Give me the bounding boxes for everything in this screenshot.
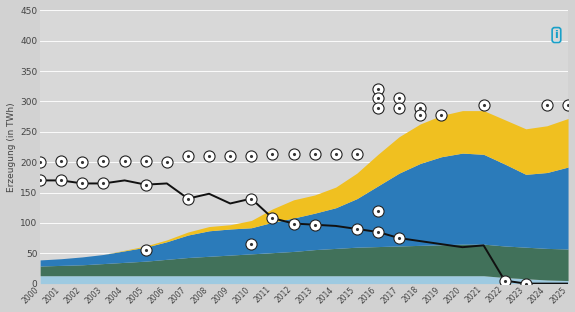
Y-axis label: Erzeugung (in TWh): Erzeugung (in TWh): [7, 102, 16, 192]
Text: i: i: [554, 30, 558, 40]
